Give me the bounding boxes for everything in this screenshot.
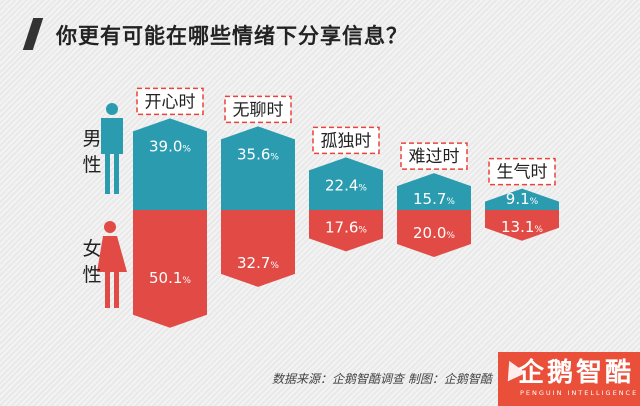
- data-label-female: 32.7%: [237, 254, 279, 272]
- data-label-male: 35.6%: [237, 145, 279, 163]
- bar-male: [133, 118, 207, 210]
- male-person-icon-body: [101, 118, 123, 194]
- legend-male: 男性: [82, 128, 102, 176]
- category-label-box: [400, 142, 468, 170]
- legend-female: 女性: [82, 238, 102, 286]
- bar-female: [309, 210, 383, 252]
- data-label-male: 9.1%: [506, 190, 539, 208]
- bar-male: [485, 188, 559, 210]
- bar-male: [309, 157, 383, 210]
- data-label-male: 22.4%: [325, 176, 367, 194]
- category-label: 生气时: [497, 163, 548, 183]
- bar-female: [221, 210, 295, 287]
- data-label-male: 15.7%: [413, 190, 455, 208]
- male-person-icon: [106, 103, 118, 115]
- data-label-female: 20.0%: [413, 224, 455, 242]
- category-label-box: [224, 95, 292, 124]
- category-label: 难过时: [409, 147, 460, 167]
- chart-title: 你更有可能在哪些情绪下分享信息？: [56, 24, 408, 48]
- category-label-box: [488, 157, 556, 186]
- data-label-female: 50.1%: [149, 269, 191, 287]
- bar-female: [485, 210, 559, 241]
- data-source-note: 数据来源：企鹅智酷调查 制图：企鹅智酷: [272, 372, 492, 386]
- female-person-icon-body: [97, 236, 127, 308]
- data-label-male: 39.0%: [149, 137, 191, 155]
- bar-female: [397, 210, 471, 257]
- bar-male: [397, 173, 471, 210]
- female-person-icon: [104, 221, 116, 233]
- bar-male: [221, 126, 295, 210]
- data-label-female: 13.1%: [501, 218, 543, 236]
- brand-logo-tagline: PENGUIN INTELLIGENCE: [520, 389, 639, 397]
- data-label-female: 17.6%: [325, 218, 367, 236]
- category-label-box: [136, 87, 204, 116]
- category-label-box: [312, 126, 380, 155]
- category-label: 开心时: [145, 92, 196, 112]
- brand-logo-text: 企鹅智酷: [518, 358, 635, 388]
- bar-female: [133, 210, 207, 328]
- brand-logo: [498, 352, 640, 406]
- category-label: 孤独时: [321, 131, 372, 151]
- category-label: 无聊时: [233, 100, 284, 120]
